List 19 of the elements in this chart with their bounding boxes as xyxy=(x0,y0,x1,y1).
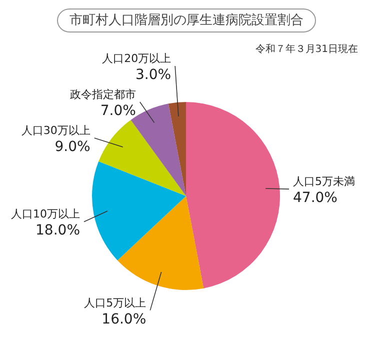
pie-slice xyxy=(98,120,186,196)
pie-slice xyxy=(117,196,204,290)
data-label: 3.0% xyxy=(136,67,172,83)
pie-slice xyxy=(186,102,280,288)
chart-title: 市町村人口階層別の厚生連病院設置割合 xyxy=(70,13,304,28)
slice-label: 人口5万未満 xyxy=(293,175,355,188)
chart-subtitle: 令和７年３月31日現在 xyxy=(255,43,358,55)
slice-label: 人口5万以上 xyxy=(84,296,146,310)
slice-label: 人口30万以上 xyxy=(21,124,90,137)
slice-label: 政令指定都市 xyxy=(70,88,136,101)
data-label: 9.0% xyxy=(54,139,90,155)
data-label: 47.0% xyxy=(293,190,338,206)
pie-slice xyxy=(168,102,186,196)
slice-label: 人口10万以上 xyxy=(11,208,80,221)
data-label: 7.0% xyxy=(100,103,136,119)
data-label: 18.0% xyxy=(36,222,80,239)
slice-label: 人口20万以上 xyxy=(102,52,172,65)
pie-slice xyxy=(92,161,186,260)
data-label: 16.0% xyxy=(102,311,146,328)
